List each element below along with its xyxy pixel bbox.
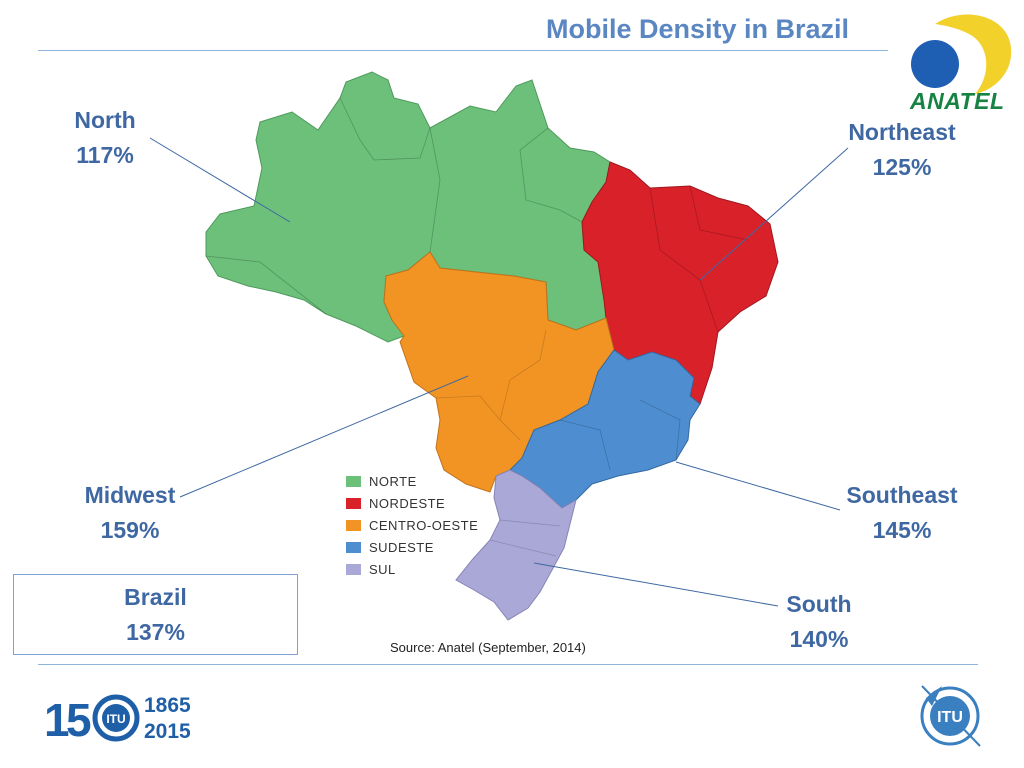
state-borders-mw	[435, 329, 547, 441]
region-name: North	[74, 107, 136, 133]
leader-line-northeast	[699, 147, 849, 281]
legend-label: SUDESTE	[369, 539, 434, 555]
region-name: Northeast	[848, 119, 956, 145]
leader-line-south	[533, 562, 779, 607]
legend-label: NORDESTE	[369, 495, 446, 511]
page-title: Mobile Density in Brazil	[546, 14, 850, 44]
region-value: 145%	[872, 517, 932, 543]
region-label-northeast: Northeast 125%	[836, 115, 968, 185]
region-value: 140%	[789, 626, 849, 652]
itu-logo-text: ITU	[937, 709, 963, 726]
national-name: Brazil	[124, 584, 187, 610]
legend-item: NORDESTE	[346, 492, 478, 514]
state-borders-ne	[649, 185, 749, 333]
region-name: Southeast	[846, 482, 958, 508]
svg-text:1: 1	[44, 694, 70, 744]
legend-label: NORTE	[369, 473, 417, 489]
legend-swatch	[346, 475, 361, 487]
anatel-logo-yellow-arc	[935, 14, 1012, 95]
region-southeast	[509, 349, 701, 509]
leader-line-north	[149, 137, 291, 223]
legend-swatch	[346, 541, 361, 553]
legend-label: SUL	[369, 561, 396, 577]
region-south	[455, 469, 577, 621]
state-borders-se	[559, 399, 681, 471]
footer-divider	[38, 664, 978, 665]
map-legend: NORTE NORDESTE CENTRO-OESTE SUDESTE SUL	[346, 470, 478, 580]
national-value: 137%	[126, 619, 185, 645]
title-divider	[38, 50, 888, 51]
itu-150-badge: ITU	[106, 712, 125, 726]
leader-line-southeast	[675, 461, 841, 511]
state-borders-s	[489, 519, 561, 557]
source-note: Source: Anatel (September, 2014)	[390, 640, 586, 655]
leader-lines	[149, 137, 849, 607]
legend-item: CENTRO-OESTE	[346, 514, 478, 536]
legend-item: NORTE	[346, 470, 478, 492]
itu-150-years-logo: 1 5 ITU 1865 2015	[44, 694, 191, 744]
anatel-logo-blue-dot	[911, 40, 959, 88]
itu-150-years-bottom: 2015	[144, 720, 191, 743]
state-borders	[205, 97, 583, 315]
legend-item: SUDESTE	[346, 536, 478, 558]
region-value: 117%	[76, 142, 134, 168]
legend-swatch	[346, 497, 361, 509]
legend-swatch	[346, 563, 361, 575]
region-label-southeast: Southeast 145%	[834, 478, 970, 548]
national-label: Brazil 137%	[14, 575, 297, 650]
region-label-north: North 117%	[66, 103, 144, 173]
region-label-midwest: Midwest 159%	[70, 478, 190, 548]
region-value: 159%	[100, 517, 160, 543]
legend-swatch	[346, 519, 361, 531]
legend-item: SUL	[346, 558, 478, 580]
region-name: Midwest	[84, 482, 176, 508]
region-name: South	[786, 591, 852, 617]
leader-line-midwest	[179, 375, 469, 498]
region-label-south: South 140%	[772, 587, 866, 657]
anatel-logo	[911, 14, 1012, 95]
region-value: 125%	[872, 154, 932, 180]
itu-logo: ITU	[920, 685, 981, 747]
itu-150-years-top: 1865	[144, 694, 191, 717]
national-total-box: Brazil 137%	[13, 574, 298, 655]
anatel-logo-text: ANATEL	[910, 88, 1005, 114]
svg-text:5: 5	[66, 694, 92, 744]
legend-label: CENTRO-OESTE	[369, 517, 479, 533]
